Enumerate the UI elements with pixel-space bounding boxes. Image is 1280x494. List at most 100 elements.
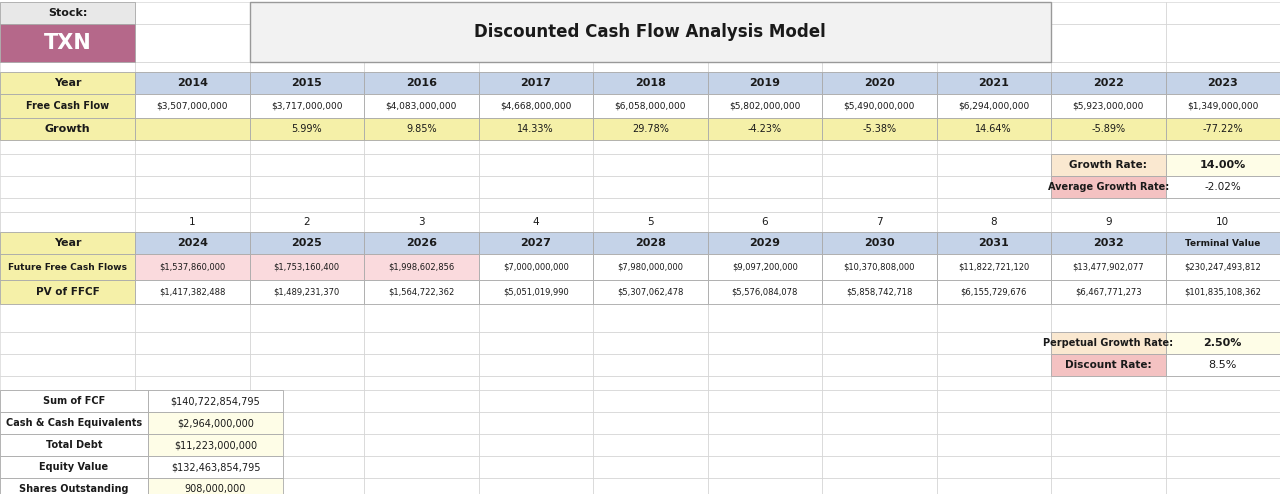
- Bar: [937, 304, 1051, 332]
- Bar: [479, 354, 593, 376]
- Bar: [708, 154, 822, 176]
- Text: Discount Rate:: Discount Rate:: [1065, 360, 1152, 370]
- Text: $132,463,854,795: $132,463,854,795: [170, 462, 260, 472]
- Bar: [708, 212, 822, 232]
- Bar: [250, 280, 364, 304]
- Bar: [593, 118, 708, 140]
- Bar: [708, 72, 822, 94]
- Bar: [364, 280, 479, 304]
- Bar: [1051, 154, 1166, 176]
- Bar: [937, 232, 1051, 254]
- Bar: [937, 390, 1051, 412]
- Bar: [708, 176, 822, 198]
- Bar: [822, 254, 937, 280]
- Bar: [364, 254, 479, 280]
- Bar: [250, 332, 364, 354]
- Bar: [822, 118, 937, 140]
- Bar: [708, 354, 822, 376]
- Bar: [1166, 176, 1280, 198]
- Text: -5.38%: -5.38%: [863, 124, 896, 134]
- Bar: [937, 94, 1051, 118]
- Bar: [822, 176, 937, 198]
- Bar: [134, 212, 250, 232]
- Text: Shares Outstanding: Shares Outstanding: [19, 484, 129, 494]
- Text: $5,802,000,000: $5,802,000,000: [730, 101, 800, 111]
- Text: 14.64%: 14.64%: [975, 124, 1012, 134]
- Text: 29.78%: 29.78%: [632, 124, 668, 134]
- Text: Average Growth Rate:: Average Growth Rate:: [1047, 182, 1169, 192]
- Bar: [479, 94, 593, 118]
- Text: $9,097,200,000: $9,097,200,000: [732, 262, 797, 272]
- Bar: [364, 154, 479, 176]
- Bar: [937, 176, 1051, 198]
- Text: 2019: 2019: [749, 78, 781, 88]
- Bar: [1166, 2, 1280, 24]
- Bar: [148, 456, 283, 478]
- Bar: [822, 62, 937, 72]
- Bar: [1051, 254, 1166, 280]
- Bar: [937, 72, 1051, 94]
- Bar: [708, 94, 822, 118]
- Text: Perpetual Growth Rate:: Perpetual Growth Rate:: [1043, 338, 1174, 348]
- Bar: [364, 304, 479, 332]
- Bar: [593, 478, 708, 494]
- Bar: [708, 24, 822, 62]
- Bar: [708, 72, 822, 94]
- Text: $1,998,602,856: $1,998,602,856: [388, 262, 454, 272]
- Bar: [593, 280, 708, 304]
- Bar: [1051, 232, 1166, 254]
- Bar: [708, 94, 822, 118]
- Text: 2031: 2031: [978, 238, 1009, 248]
- Text: $1,417,382,488: $1,417,382,488: [159, 288, 225, 296]
- Bar: [134, 62, 250, 72]
- Text: 6: 6: [762, 217, 768, 227]
- Bar: [134, 332, 250, 354]
- Bar: [708, 304, 822, 332]
- Bar: [1051, 72, 1166, 94]
- Text: Future Free Cash Flows: Future Free Cash Flows: [8, 262, 127, 272]
- Bar: [250, 232, 364, 254]
- Bar: [0, 478, 134, 494]
- Bar: [134, 176, 250, 198]
- Bar: [1051, 376, 1166, 390]
- Bar: [593, 232, 708, 254]
- Bar: [937, 434, 1051, 456]
- Bar: [1166, 72, 1280, 94]
- Bar: [593, 62, 708, 72]
- Bar: [0, 390, 134, 412]
- Bar: [593, 456, 708, 478]
- Text: $6,467,771,273: $6,467,771,273: [1075, 288, 1142, 296]
- Text: $10,370,808,000: $10,370,808,000: [844, 262, 915, 272]
- Bar: [1166, 478, 1280, 494]
- Bar: [250, 254, 364, 280]
- Bar: [1166, 354, 1280, 376]
- Bar: [1166, 332, 1280, 354]
- Bar: [1166, 232, 1280, 254]
- Bar: [822, 24, 937, 62]
- Bar: [134, 154, 250, 176]
- Bar: [479, 390, 593, 412]
- Text: 2020: 2020: [864, 78, 895, 88]
- Bar: [0, 176, 134, 198]
- Bar: [593, 198, 708, 212]
- Text: $1,537,860,000: $1,537,860,000: [159, 262, 225, 272]
- Bar: [134, 176, 250, 198]
- Bar: [0, 304, 134, 332]
- Text: Free Cash Flow: Free Cash Flow: [26, 101, 109, 111]
- Bar: [822, 212, 937, 232]
- Bar: [134, 140, 250, 154]
- Text: Stock:: Stock:: [47, 8, 87, 18]
- Bar: [1166, 118, 1280, 140]
- Bar: [0, 456, 134, 478]
- Bar: [1051, 434, 1166, 456]
- Text: 9.85%: 9.85%: [406, 124, 436, 134]
- Bar: [708, 176, 822, 198]
- Bar: [134, 232, 250, 254]
- Bar: [708, 212, 822, 232]
- Bar: [250, 280, 364, 304]
- Bar: [937, 478, 1051, 494]
- Text: 2014: 2014: [177, 78, 207, 88]
- Bar: [479, 332, 593, 354]
- Bar: [364, 24, 479, 62]
- Bar: [1166, 212, 1280, 232]
